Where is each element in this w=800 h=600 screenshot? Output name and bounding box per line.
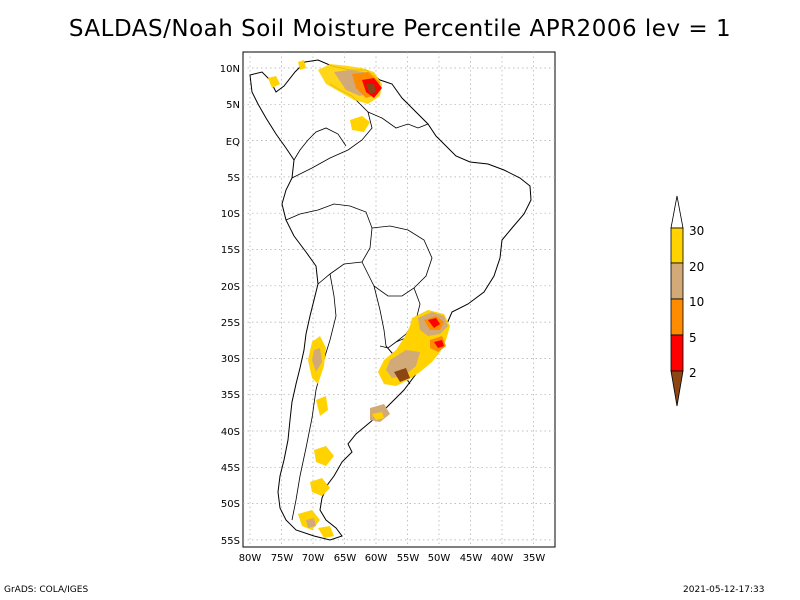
- lat-label: EQ: [226, 137, 240, 148]
- lat-label: 40S: [221, 427, 240, 438]
- country-borders: [285, 83, 441, 521]
- lat-label: 55S: [221, 536, 240, 547]
- colorbar-top-arrow: [670, 195, 684, 229]
- lon-label: 40W: [491, 553, 514, 564]
- colorbar-label: 10: [689, 295, 704, 309]
- lon-label: 45W: [460, 553, 483, 564]
- lon-label: 80W: [239, 553, 262, 564]
- map-title: SALDAS/Noah Soil Moisture Percentile APR…: [68, 16, 732, 42]
- colorbar-label: 2: [689, 366, 697, 380]
- footer-credit: GrADS: COLA/IGES: [4, 585, 89, 595]
- lat-label: 45S: [221, 463, 240, 474]
- map-frame: [242, 51, 556, 548]
- lon-label: 60W: [365, 553, 388, 564]
- colorbar: [670, 195, 684, 407]
- colorbar-label: 30: [689, 224, 704, 238]
- lon-label: 70W: [302, 553, 325, 564]
- colorbar-swatch: [670, 262, 684, 300]
- lon-label: 35W: [523, 553, 546, 564]
- lat-label: 10S: [221, 209, 240, 220]
- percentile-field: [268, 60, 450, 538]
- colorbar-swatch: [670, 298, 684, 336]
- lat-axis-labels: 10N 5N EQ 5S 10S 15S 20S 25S 30S 35S 40S…: [220, 64, 240, 547]
- lat-label: 15S: [221, 245, 240, 256]
- lon-label: 65W: [334, 553, 357, 564]
- lon-label: 50W: [428, 553, 451, 564]
- lat-label: 5S: [227, 173, 240, 184]
- colorbar-swatch: [670, 334, 684, 372]
- lat-label: 25S: [221, 318, 240, 329]
- colorbar-label: 5: [689, 331, 697, 345]
- lon-label: 75W: [271, 553, 294, 564]
- colorbar-swatch: [670, 227, 684, 264]
- colorbar-labels: 30 20 10 5 2: [689, 224, 704, 380]
- footer-timestamp: 2021-05-12-17:33: [683, 585, 765, 595]
- lat-label: 10N: [220, 64, 240, 75]
- lat-label: 35S: [221, 390, 240, 401]
- lat-label: 20S: [221, 282, 240, 293]
- colorbar-bottom-arrow: [670, 370, 684, 407]
- lat-label: 5N: [226, 100, 240, 111]
- colorbar-label: 20: [689, 260, 704, 274]
- lat-label: 50S: [221, 499, 240, 510]
- grid-lines: [243, 52, 555, 547]
- lon-axis-labels: 80W 75W 70W 65W 60W 55W 50W 45W 40W 35W: [239, 553, 546, 564]
- lat-label: 30S: [221, 354, 240, 365]
- lon-label: 55W: [397, 553, 420, 564]
- coastline: [249, 59, 532, 541]
